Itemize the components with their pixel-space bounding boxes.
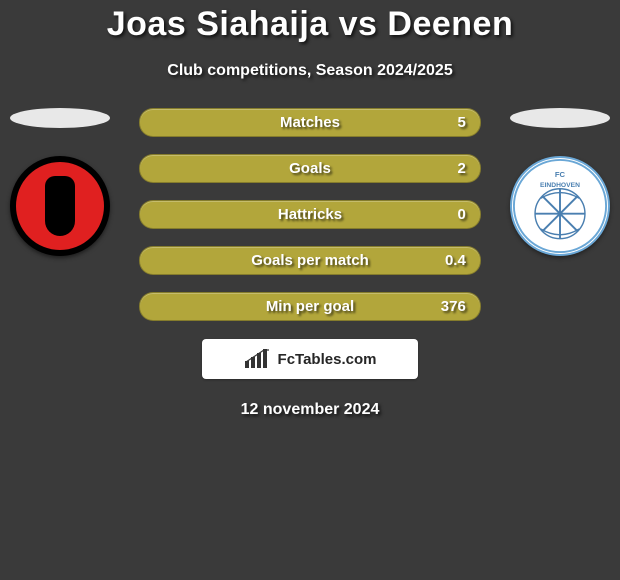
stat-label: Hattricks (278, 206, 342, 223)
stat-bar-goals-per-match: Goals per match 0.4 (139, 246, 481, 275)
stat-bar-goals: Goals 2 (139, 154, 481, 183)
svg-text:EINDHOVEN: EINDHOVEN (540, 182, 580, 189)
fctables-bars-icon (244, 349, 272, 369)
stat-label: Matches (280, 114, 340, 131)
fctables-label: FcTables.com (278, 351, 377, 368)
stat-bar-matches: Matches 5 (139, 108, 481, 137)
content-row: Matches 5 Goals 2 Hattricks 0 Goals per … (0, 108, 620, 321)
stat-value: 0.4 (445, 252, 466, 269)
comparison-subtitle: Club competitions, Season 2024/2025 (0, 62, 620, 80)
stat-bar-min-per-goal: Min per goal 376 (139, 292, 481, 321)
left-club-badge (10, 156, 110, 256)
stats-list: Matches 5 Goals 2 Hattricks 0 Goals per … (139, 108, 481, 321)
comparison-date: 12 november 2024 (0, 401, 620, 419)
stat-value: 2 (457, 160, 465, 177)
right-player-column: FC EINDHOVEN (501, 108, 620, 256)
stat-value: 5 (457, 114, 465, 131)
stat-value: 376 (441, 298, 466, 315)
svg-text:FC: FC (555, 170, 566, 179)
stat-label: Min per goal (266, 298, 354, 315)
right-club-badge: FC EINDHOVEN (510, 156, 610, 256)
eindhoven-badge-svg: FC EINDHOVEN (512, 158, 608, 254)
comparison-title: Joas Siahaija vs Deenen (0, 5, 620, 44)
fctables-badge[interactable]: FcTables.com (202, 339, 418, 379)
left-player-column (0, 108, 119, 256)
stat-value: 0 (457, 206, 465, 223)
stat-bar-hattricks: Hattricks 0 (139, 200, 481, 229)
left-ellipse (10, 108, 110, 128)
right-ellipse (510, 108, 610, 128)
stat-label: Goals (289, 160, 331, 177)
stat-label: Goals per match (251, 252, 369, 269)
